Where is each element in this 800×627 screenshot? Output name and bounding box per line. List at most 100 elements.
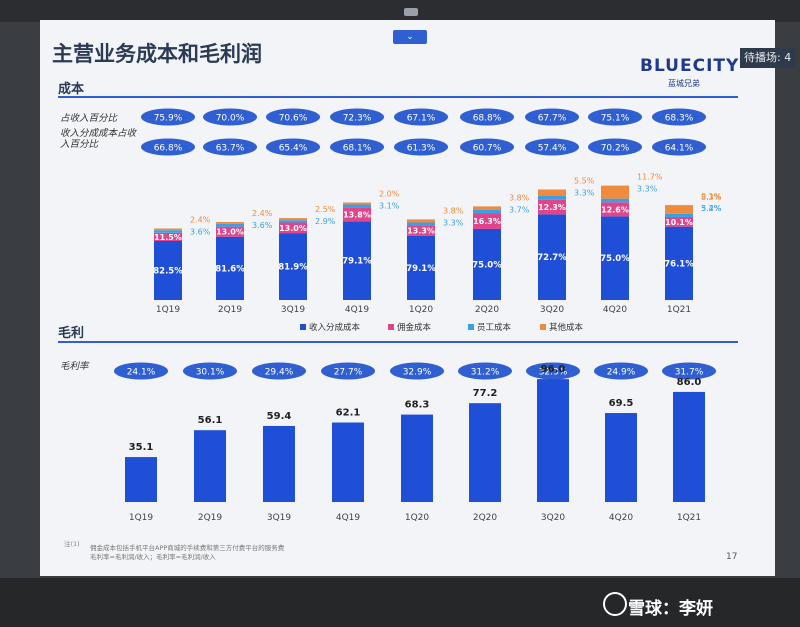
cost-label-revenue-share-1Q21: 76.1% bbox=[664, 259, 694, 269]
footnote: 佣金成本包括手机平台APP商城的手续费和第三方付费平台的服务费 毛利率=毛利润/… bbox=[90, 544, 285, 561]
revenue-share-pct-1Q20-pill bbox=[394, 138, 448, 156]
cost-tick-2Q19: 2Q19 bbox=[218, 305, 243, 315]
gross-profit-bar-3Q20 bbox=[537, 379, 569, 502]
cost-bar-commission-4Q20 bbox=[601, 202, 629, 217]
cost-bar-revenue-share-3Q20 bbox=[538, 214, 566, 300]
cost-bar-staff-1Q19 bbox=[154, 230, 182, 233]
gross-margin-2Q20-pill bbox=[458, 362, 512, 380]
cost-label-revenue-share-1Q20: 79.1% bbox=[406, 264, 436, 274]
cost-bar-staff-2Q20 bbox=[473, 210, 501, 214]
brand-logo-subtitle: 蓝城兄弟 bbox=[668, 79, 700, 88]
monitor-bezel-bottom bbox=[0, 578, 800, 627]
cost-label-staff-3Q19: 2.9% bbox=[315, 217, 336, 226]
gross-profit-tick-4Q20: 4Q20 bbox=[609, 513, 634, 523]
cost-bar-staff-4Q20 bbox=[601, 198, 629, 203]
cost-bar-staff-4Q19 bbox=[343, 204, 371, 208]
cost-label-other-3Q19: 2.5% bbox=[315, 205, 336, 214]
cost-label-staff-1Q20: 3.3% bbox=[443, 218, 464, 227]
gross-margin-4Q20-pill bbox=[594, 362, 648, 380]
cost-pct-3Q19-label: 70.6% bbox=[279, 114, 308, 124]
cost-pct-1Q21-pill bbox=[652, 108, 706, 126]
revenue-share-pct-row-label: 收入分成成本占收入百分比 bbox=[60, 128, 137, 150]
cost-section-label: 成本 bbox=[58, 82, 85, 97]
cost-label-staff-1Q21: 3.2% bbox=[701, 204, 722, 213]
gross-profit-bar-3Q19 bbox=[263, 425, 295, 502]
cost-label-other-4Q19: 2.0% bbox=[379, 190, 400, 199]
cost-bar-other-4Q20 bbox=[601, 185, 629, 199]
cost-bar-staff-3Q20 bbox=[538, 195, 566, 200]
slide-title: 主营业务成本和毛利润 bbox=[52, 42, 262, 66]
cost-pct-2Q20-pill bbox=[460, 108, 514, 126]
gross-profit-bar-2Q19 bbox=[194, 430, 226, 502]
cost-tick-3Q19: 3Q19 bbox=[281, 305, 306, 315]
gross-margin-3Q19-label: 29.4% bbox=[265, 368, 294, 378]
revenue-share-pct-1Q21-pill bbox=[652, 138, 706, 156]
snowball-logo-icon bbox=[603, 592, 627, 616]
monitor-bezel-top bbox=[0, 0, 800, 22]
legend-swatch-commission bbox=[388, 324, 394, 330]
gross-profit-value-1Q21: 86.0 bbox=[677, 377, 702, 388]
cost-label-commission-2Q20: 16.3% bbox=[473, 217, 501, 226]
gross-margin-1Q20-label: 32.9% bbox=[403, 368, 432, 378]
cost-pct-4Q19-pill bbox=[330, 108, 384, 126]
cost-tick-3Q20: 3Q20 bbox=[540, 305, 565, 315]
gross-margin-4Q19-label: 27.7% bbox=[334, 368, 363, 378]
revenue-share-pct-1Q19-pill bbox=[141, 138, 195, 156]
page-number: 17 bbox=[726, 552, 738, 562]
gross-profit-value-3Q20: 96.0 bbox=[541, 364, 566, 375]
cost-bar-revenue-share-1Q20 bbox=[407, 235, 435, 300]
gross-margin-2Q19-pill bbox=[183, 362, 237, 380]
cost-label-staff-4Q20: 3.3% bbox=[637, 185, 658, 194]
gross-profit-tick-4Q19: 4Q19 bbox=[336, 513, 361, 523]
cost-bar-staff-3Q19 bbox=[279, 220, 307, 223]
gross-margin-3Q20-label: 32.3% bbox=[539, 368, 568, 378]
gross-profit-value-1Q19: 35.1 bbox=[129, 442, 154, 453]
gross-profit-tick-1Q21: 1Q21 bbox=[677, 513, 701, 523]
cost-label-commission-3Q20: 12.3% bbox=[538, 203, 566, 212]
camera-icon bbox=[404, 8, 418, 16]
gross-margin-1Q21-label: 31.7% bbox=[675, 368, 704, 378]
cost-label-commission-1Q21: 10.1% bbox=[665, 218, 693, 227]
gross-profit-value-3Q19: 59.4 bbox=[267, 411, 292, 422]
cost-label-other-1Q21: 9.1% bbox=[701, 192, 722, 201]
cost-label-commission-1Q19: 11.5% bbox=[154, 233, 182, 242]
gross-profit-value-2Q19: 56.1 bbox=[198, 415, 223, 426]
revenue-share-pct-3Q19-pill bbox=[266, 138, 320, 156]
cost-tick-1Q19: 1Q19 bbox=[156, 305, 181, 315]
cost-bar-commission-4Q19 bbox=[343, 207, 371, 222]
cost-label-commission-2Q19: 13.0% bbox=[216, 228, 244, 237]
gross-margin-4Q19-pill bbox=[321, 362, 375, 380]
cost-label-revenue-share-2Q20: 75.0% bbox=[472, 260, 502, 270]
gross-profit-value-4Q20: 69.5 bbox=[609, 398, 634, 409]
cost-label-other-1Q20: 3.8% bbox=[443, 206, 464, 215]
cost-bar-revenue-share-4Q20 bbox=[601, 216, 629, 300]
gross-profit-value-2Q20: 77.2 bbox=[473, 388, 498, 399]
cost-bar-commission-1Q21 bbox=[665, 216, 693, 227]
viewer-badge: 待播场: 4 bbox=[740, 48, 796, 68]
cost-label-staff-3Q20: 3.3% bbox=[574, 189, 595, 198]
cost-label-revenue-share-4Q19: 79.1% bbox=[342, 257, 372, 267]
revenue-share-pct-4Q19-label: 68.1% bbox=[343, 144, 372, 154]
cost-pct-2Q19-label: 70.0% bbox=[216, 114, 245, 124]
legend-swatch-revenue-share bbox=[300, 324, 306, 330]
cost-tick-4Q19: 4Q19 bbox=[345, 305, 370, 315]
gross-profit-section-divider bbox=[58, 341, 738, 343]
cost-bar-commission-3Q19 bbox=[279, 222, 307, 234]
cost-pct-1Q20-pill bbox=[394, 108, 448, 126]
cost-pct-2Q19-pill bbox=[203, 108, 257, 126]
revenue-share-pct-1Q21-label: 64.1% bbox=[665, 144, 694, 154]
cost-label-revenue-share-2Q19: 81.6% bbox=[215, 264, 245, 274]
gross-margin-4Q20-label: 24.9% bbox=[607, 368, 636, 378]
gross-profit-value-1Q20: 68.3 bbox=[405, 400, 430, 411]
cost-bar-other-2Q20 bbox=[473, 206, 501, 210]
cost-tick-1Q20: 1Q20 bbox=[409, 305, 434, 315]
cost-bar-staff-1Q21 bbox=[665, 213, 693, 217]
gross-profit-bar-1Q20 bbox=[401, 414, 433, 502]
gross-profit-bar-4Q19 bbox=[332, 422, 364, 502]
gross-margin-1Q19-label: 24.1% bbox=[127, 368, 156, 378]
revenue-share-pct-3Q20-pill bbox=[525, 138, 579, 156]
revenue-share-pct-2Q20-label: 60.7% bbox=[473, 144, 502, 154]
cost-label-commission-4Q20: 12.6% bbox=[601, 205, 629, 214]
slide-nav-chevron-icon[interactable]: ⌄ bbox=[393, 30, 427, 44]
